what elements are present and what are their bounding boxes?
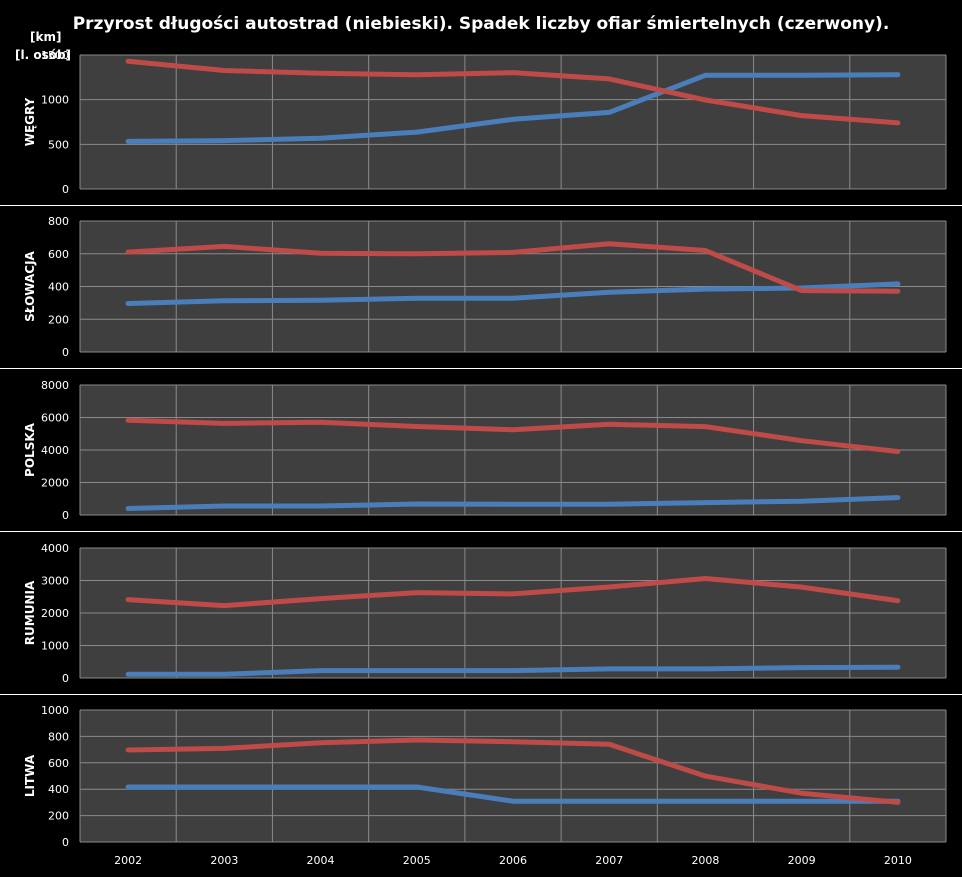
x-tick-label: 2009 bbox=[788, 854, 816, 867]
series-line-fatalities bbox=[125, 576, 901, 609]
series-line-fatalities bbox=[125, 58, 901, 126]
series-line-highways bbox=[125, 664, 901, 677]
country-label: LITWA bbox=[23, 754, 37, 797]
panel-separator bbox=[0, 694, 962, 695]
chart-title: Przyrost długości autostrad (niebieski).… bbox=[72, 14, 890, 34]
x-tick-label: 2010 bbox=[884, 854, 912, 867]
y-tick-label: 600 bbox=[48, 757, 69, 770]
y-tick-label: 1000 bbox=[41, 640, 69, 653]
panel-separator bbox=[0, 368, 962, 369]
country-label: SŁOWACJA bbox=[23, 250, 37, 321]
series-line-highways bbox=[125, 495, 901, 511]
y-tick-label: 1500 bbox=[41, 49, 69, 62]
y-tick-label: 0 bbox=[62, 836, 69, 849]
y-tick-label: 1000 bbox=[41, 94, 69, 107]
y-tick-label: 400 bbox=[48, 783, 69, 796]
y-tick-label: 800 bbox=[48, 730, 69, 743]
y-tick-label: 0 bbox=[62, 346, 69, 359]
series-line-highways bbox=[125, 72, 901, 144]
panel-separator bbox=[0, 531, 962, 532]
x-tick-label: 2008 bbox=[691, 854, 719, 867]
y-tick-label: 6000 bbox=[41, 412, 69, 425]
series-line-fatalities bbox=[125, 417, 901, 454]
panel-separator bbox=[0, 205, 962, 206]
x-tick-label: 2007 bbox=[595, 854, 623, 867]
y-tick-label: 8000 bbox=[41, 379, 69, 392]
y-tick-label: 3000 bbox=[41, 575, 69, 588]
country-label: POLSKA bbox=[23, 422, 37, 477]
x-tick-label: 2005 bbox=[403, 854, 431, 867]
y-tick-label: 200 bbox=[48, 810, 69, 823]
y-tick-label: 0 bbox=[62, 509, 69, 522]
x-tick-label: 2002 bbox=[114, 854, 142, 867]
y-tick-label: 400 bbox=[48, 281, 69, 294]
y-tick-label: 4000 bbox=[41, 542, 69, 555]
y-tick-label: 600 bbox=[48, 248, 69, 261]
y-tick-label: 500 bbox=[48, 138, 69, 151]
x-tick-label: 2003 bbox=[210, 854, 238, 867]
y-tick-label: 200 bbox=[48, 313, 69, 326]
unit-label-persons: [l. osób] bbox=[15, 48, 72, 62]
x-tick-label: 2004 bbox=[307, 854, 335, 867]
series-line-highways bbox=[125, 784, 901, 804]
y-tick-label: 4000 bbox=[41, 444, 69, 457]
country-label: WĘGRY bbox=[23, 97, 37, 146]
y-tick-label: 800 bbox=[48, 215, 69, 228]
y-tick-label: 2000 bbox=[41, 477, 69, 490]
x-tick-label: 2006 bbox=[499, 854, 527, 867]
country-label: RUMUNIA bbox=[23, 580, 37, 645]
y-tick-label: 2000 bbox=[41, 607, 69, 620]
plot-area bbox=[80, 710, 946, 842]
y-tick-label: 1000 bbox=[41, 704, 69, 717]
y-tick-label: 0 bbox=[62, 183, 69, 196]
y-tick-label: 0 bbox=[62, 672, 69, 685]
series-line-highways bbox=[125, 281, 901, 306]
series-line-fatalities bbox=[125, 737, 901, 805]
unit-label-km: [km] bbox=[30, 30, 62, 44]
series-line-fatalities bbox=[125, 241, 901, 294]
